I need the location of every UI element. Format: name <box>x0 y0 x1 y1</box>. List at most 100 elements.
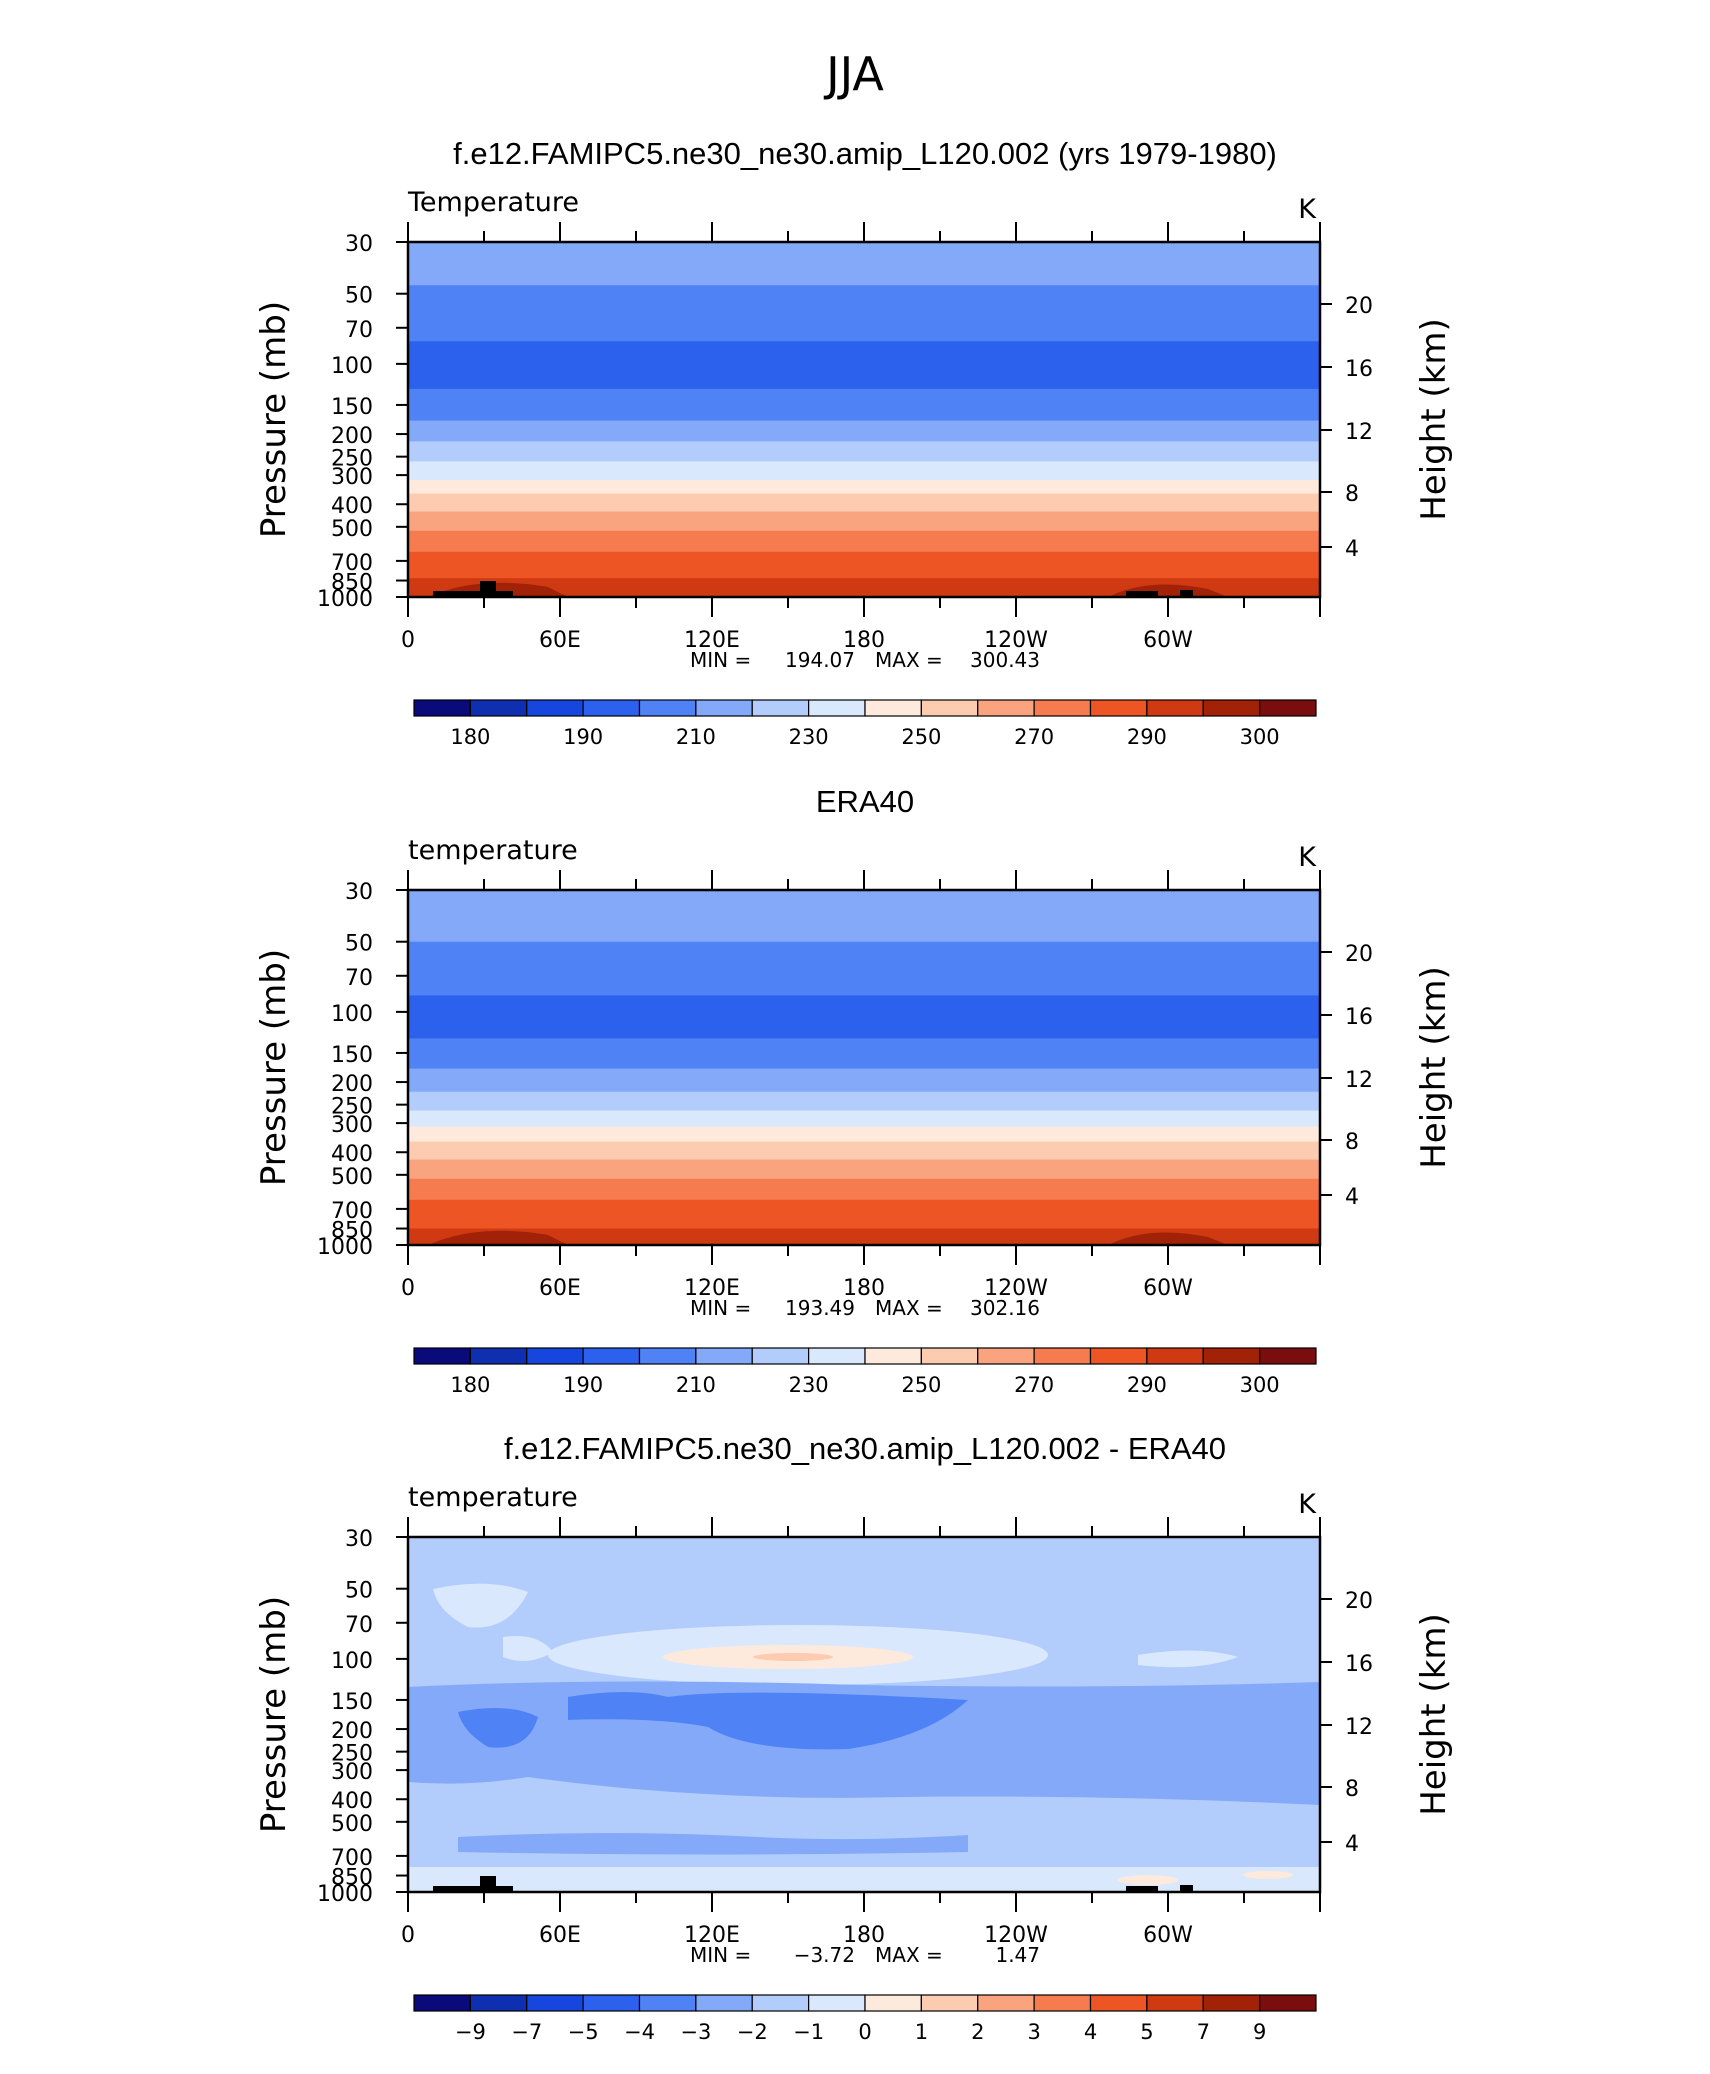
colorbar-box <box>413 1347 471 1365</box>
y2-axis-title: Height (km) <box>1414 318 1454 521</box>
x-tick-label: 60W <box>1143 1276 1193 1301</box>
y-tick-label: 400 <box>331 1142 373 1167</box>
x-tick-label: 0 <box>401 1923 415 1948</box>
contour-layer <box>408 1068 1320 1093</box>
colorbar-box <box>864 1994 922 2012</box>
colorbar-box <box>977 1994 1035 2012</box>
colorbar-label: 4 <box>1084 2020 1097 2044</box>
contour-layer <box>408 1178 1320 1201</box>
y-tick-label: 30 <box>345 880 373 905</box>
colorbar-box <box>1033 699 1092 717</box>
y-axis-title: Pressure (mb) <box>254 301 294 538</box>
colorbar-label: 210 <box>676 725 716 749</box>
colorbar-box <box>920 699 979 717</box>
contour-region <box>753 1653 833 1661</box>
max-value: 1.47 <box>995 1943 1040 1967</box>
max-value: 302.16 <box>970 1296 1040 1320</box>
y-tick-label: 30 <box>345 1527 373 1552</box>
topography <box>433 1876 513 1892</box>
colorbar-label: 300 <box>1240 1373 1280 1397</box>
topography <box>1126 591 1158 597</box>
y-tick-label: 1000 <box>317 1235 373 1260</box>
contour-layer <box>408 1110 1320 1128</box>
colorbar-label: 5 <box>1140 2020 1153 2044</box>
contour-layer <box>408 1091 1320 1112</box>
contour-layer <box>408 285 1320 342</box>
colorbar-box <box>977 1347 1035 1365</box>
y-tick-label: 50 <box>345 284 373 309</box>
contour-layer <box>408 890 1320 943</box>
y-tick-label: 850 <box>331 1866 373 1891</box>
contour-region <box>1118 1875 1178 1885</box>
panel-title: ERA40 <box>816 784 914 819</box>
contour-layer <box>408 493 1320 513</box>
x-tick-label: 0 <box>401 1276 415 1301</box>
x-tick-label: 180 <box>843 1923 885 1948</box>
contour-region <box>1243 1871 1293 1879</box>
colorbar-box <box>1089 1994 1148 2012</box>
colorbar-label: 270 <box>1014 1373 1054 1397</box>
y-tick-label: 500 <box>331 517 373 542</box>
colorbar-label: 210 <box>676 1373 716 1397</box>
x-tick-label: 120W <box>984 1923 1048 1948</box>
y2-axis-title: Height (km) <box>1414 966 1454 1169</box>
units-label: K <box>1298 842 1317 873</box>
colorbar-box <box>1146 1347 1204 1365</box>
contour-layer <box>408 1159 1320 1180</box>
y-tick-label: 100 <box>331 1649 373 1674</box>
max-label: MAX = <box>875 648 943 672</box>
y2-tick-label: 12 <box>1345 1068 1373 1093</box>
y-tick-label: 50 <box>345 1579 373 1604</box>
min-value: 193.49 <box>785 1296 855 1320</box>
colorbar-label: −2 <box>737 2020 768 2044</box>
x-tick-label: 120W <box>984 628 1048 653</box>
y2-tick-label: 16 <box>1345 1005 1373 1030</box>
y2-tick-label: 8 <box>1345 1777 1359 1802</box>
y2-tick-label: 20 <box>1345 294 1373 319</box>
colorbar-box <box>751 1347 810 1365</box>
min-value: −3.72 <box>794 1943 855 1967</box>
contour-layer <box>408 388 1320 422</box>
y2-tick-label: 8 <box>1345 482 1359 507</box>
topography <box>1180 590 1193 597</box>
colorbar-box <box>582 1994 641 2012</box>
min-label: MIN = <box>690 1296 751 1320</box>
colorbar-box <box>638 1347 697 1365</box>
contour-layer <box>408 341 1320 390</box>
min-label: MIN = <box>690 648 751 672</box>
max-value: 300.43 <box>970 648 1040 672</box>
y-tick-label: 100 <box>331 354 373 379</box>
y2-tick-label: 4 <box>1345 1832 1359 1857</box>
y2-tick-label: 12 <box>1345 1715 1373 1740</box>
contour-layer <box>408 1199 1320 1230</box>
colorbar-label: 190 <box>563 725 603 749</box>
y-tick-label: 30 <box>345 232 373 257</box>
colorbar-box <box>920 1994 979 2012</box>
colorbar-label: 180 <box>450 725 490 749</box>
max-label: MAX = <box>875 1943 943 1967</box>
colorbar-box <box>469 1994 528 2012</box>
colorbar-label: 190 <box>563 1373 603 1397</box>
y-axis-title: Pressure (mb) <box>254 949 294 1186</box>
y-tick-label: 70 <box>345 1613 373 1638</box>
colorbar-label: 290 <box>1127 725 1167 749</box>
y-tick-label: 300 <box>331 1760 373 1785</box>
topography <box>1126 1886 1158 1892</box>
contour-layer <box>408 530 1320 553</box>
x-tick-label: 60E <box>539 1923 581 1948</box>
colorbar-label: 290 <box>1127 1373 1167 1397</box>
colorbar-box <box>526 1994 584 2012</box>
plot-area <box>408 1537 1320 1892</box>
contour-layer <box>408 1228 1320 1245</box>
colorbar-label: 7 <box>1197 2020 1210 2044</box>
colorbar-box <box>1259 1994 1317 2012</box>
plot-area <box>408 242 1320 597</box>
colorbar-label: −5 <box>568 2020 599 2044</box>
colorbar-label: 3 <box>1027 2020 1040 2044</box>
panel-3: f.e12.FAMIPC5.ne30_ne30.amip_L120.002 - … <box>254 1431 1454 2044</box>
y-tick-label: 100 <box>331 1002 373 1027</box>
x-tick-label: 180 <box>843 1276 885 1301</box>
y-tick-label: 70 <box>345 318 373 343</box>
contour-region <box>408 1796 1320 1867</box>
